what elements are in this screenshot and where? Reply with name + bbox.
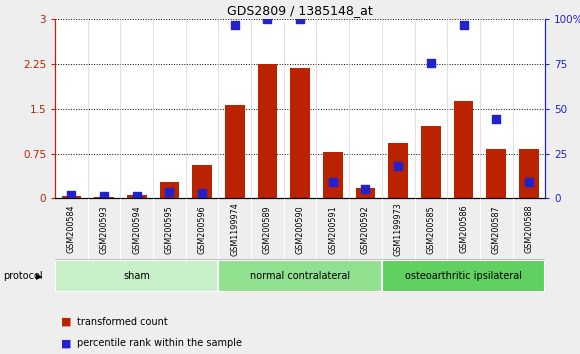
Text: GSM200585: GSM200585 xyxy=(426,205,436,253)
Text: percentile rank within the sample: percentile rank within the sample xyxy=(77,338,242,348)
Text: GSM200588: GSM200588 xyxy=(524,205,534,253)
Point xyxy=(99,194,108,199)
Point xyxy=(459,22,468,28)
Text: GSM200592: GSM200592 xyxy=(361,205,370,253)
Bar xyxy=(382,260,545,292)
Text: GSM200589: GSM200589 xyxy=(263,205,272,253)
Text: sham: sham xyxy=(124,271,150,281)
Bar xyxy=(55,260,219,292)
Point xyxy=(67,192,76,198)
Bar xyxy=(95,197,114,198)
Bar xyxy=(61,196,81,198)
Bar xyxy=(487,149,506,198)
Text: GSM1199973: GSM1199973 xyxy=(394,202,403,256)
Bar xyxy=(323,152,343,198)
Point xyxy=(491,116,501,122)
Text: GSM1199974: GSM1199974 xyxy=(230,202,240,256)
Text: GSM200586: GSM200586 xyxy=(459,205,468,253)
Bar xyxy=(127,195,147,198)
Text: GSM200596: GSM200596 xyxy=(198,205,206,253)
Text: GSM200590: GSM200590 xyxy=(296,205,304,253)
Bar xyxy=(519,149,539,198)
Text: GSM200591: GSM200591 xyxy=(328,205,338,253)
Point xyxy=(328,179,338,185)
Text: GSM200587: GSM200587 xyxy=(492,205,501,253)
Text: GSM200593: GSM200593 xyxy=(100,205,108,253)
Text: ■: ■ xyxy=(61,317,71,327)
Bar xyxy=(421,126,441,198)
Text: GSM200595: GSM200595 xyxy=(165,205,174,253)
Point xyxy=(426,60,436,66)
Text: normal contralateral: normal contralateral xyxy=(250,271,350,281)
Point xyxy=(165,189,174,195)
Bar xyxy=(454,101,473,198)
Bar xyxy=(258,64,277,198)
Text: ■: ■ xyxy=(61,338,71,348)
Text: transformed count: transformed count xyxy=(77,317,168,327)
Point xyxy=(263,17,272,22)
Point xyxy=(132,193,142,199)
Text: GSM200584: GSM200584 xyxy=(67,205,76,253)
Text: GSM200594: GSM200594 xyxy=(132,205,142,253)
Bar xyxy=(193,165,212,198)
Text: protocol: protocol xyxy=(3,271,42,281)
Title: GDS2809 / 1385148_at: GDS2809 / 1385148_at xyxy=(227,4,373,17)
Point xyxy=(361,187,370,192)
Point xyxy=(524,179,534,185)
Point xyxy=(295,17,305,22)
Point xyxy=(197,190,206,196)
Bar xyxy=(219,260,382,292)
Bar xyxy=(160,182,179,198)
Bar xyxy=(356,188,375,198)
Point xyxy=(230,22,240,28)
Bar xyxy=(291,68,310,198)
Point xyxy=(393,163,403,169)
Text: ▶: ▶ xyxy=(36,272,42,281)
Text: osteoarthritic ipsilateral: osteoarthritic ipsilateral xyxy=(405,271,522,281)
Bar xyxy=(389,143,408,198)
Bar xyxy=(225,105,245,198)
